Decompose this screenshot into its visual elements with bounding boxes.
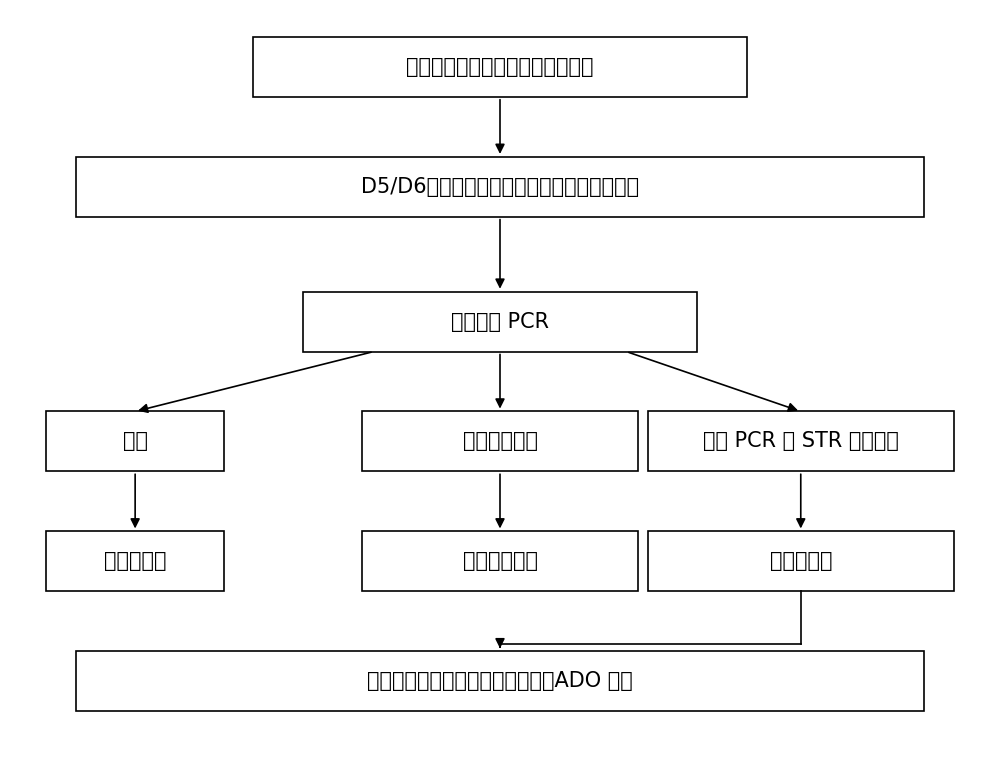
Text: D5/D6囊胚活检，胚胎活检细胞全基因组扩增: D5/D6囊胚活检，胚胎活检细胞全基因组扩增 [361, 177, 639, 197]
FancyBboxPatch shape [648, 531, 954, 591]
Text: 检测基因座扩增成功率、准确率、ADO 发生: 检测基因座扩增成功率、准确率、ADO 发生 [367, 671, 633, 691]
Text: 毛细管电泳: 毛细管电泳 [770, 552, 832, 571]
FancyBboxPatch shape [362, 411, 638, 472]
FancyBboxPatch shape [46, 411, 224, 472]
Text: 纳入家系，病人促排卵、囊胚培养: 纳入家系，病人促排卵、囊胚培养 [406, 57, 594, 77]
Text: 扩增产物 PCR: 扩增产物 PCR [451, 311, 549, 332]
Text: 吸光度值测定: 吸光度值测定 [462, 431, 538, 452]
FancyBboxPatch shape [76, 156, 924, 217]
FancyBboxPatch shape [362, 531, 638, 591]
FancyBboxPatch shape [648, 411, 954, 472]
FancyBboxPatch shape [46, 531, 224, 591]
FancyBboxPatch shape [303, 291, 697, 352]
FancyBboxPatch shape [76, 651, 924, 711]
Text: 荧光 PCR 法 STR 位点扩增: 荧光 PCR 法 STR 位点扩增 [703, 431, 899, 452]
Text: 电泳: 电泳 [123, 431, 148, 452]
Text: 扩增成功率: 扩增成功率 [104, 552, 166, 571]
FancyBboxPatch shape [253, 37, 747, 97]
Text: 扩增产物纯度: 扩增产物纯度 [462, 552, 538, 571]
